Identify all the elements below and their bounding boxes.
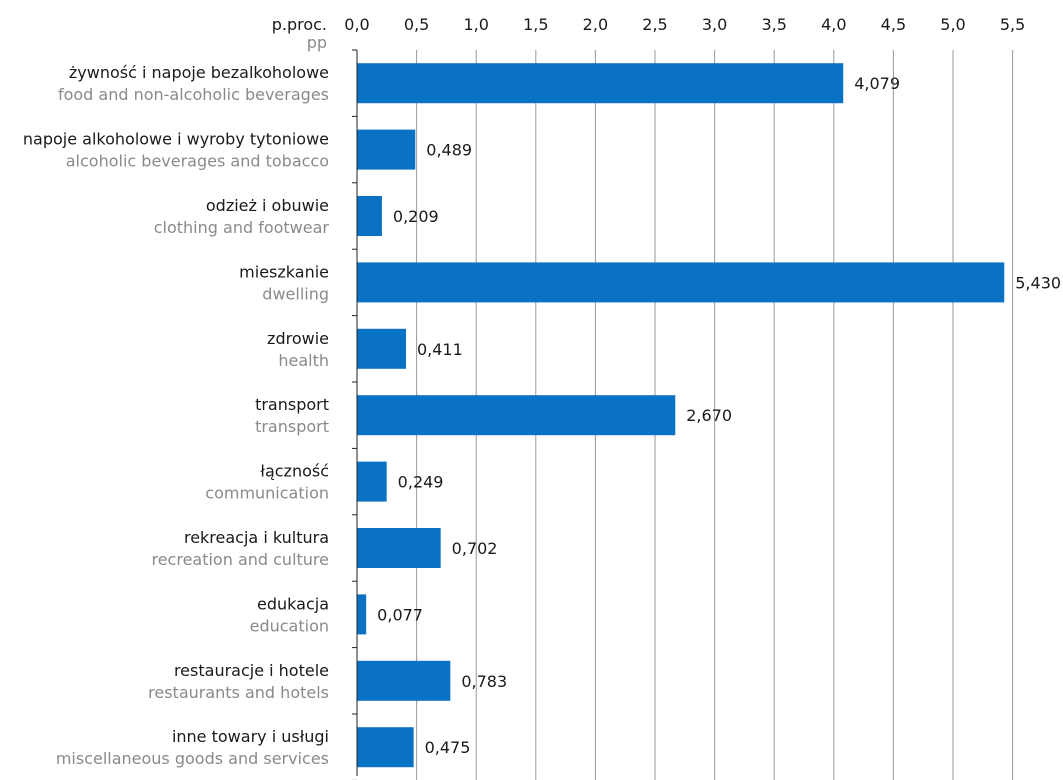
x-tick-label: 0,0 xyxy=(344,15,369,34)
x-axis-ticks: 0,0 0,5 1,0 1,5 2,0 2,5 3,0 3,5 4,0 4,5 5,0 5,5 xyxy=(344,15,1025,34)
data-label: 0,783 xyxy=(461,672,507,691)
category-label-en: alcoholic beverages and tobacco xyxy=(66,152,329,171)
x-tick-label: 2,0 xyxy=(583,15,608,34)
data-label: 4,079 xyxy=(854,74,900,93)
category-label: odzież i obuwie xyxy=(206,196,329,215)
bar xyxy=(357,328,406,369)
category-label-en: transport xyxy=(255,417,329,436)
category-label: mieszkanie xyxy=(239,262,329,281)
x-tick-label: 5,0 xyxy=(940,15,965,34)
data-label: 0,489 xyxy=(426,141,472,160)
x-tick-label: 5,5 xyxy=(1000,15,1025,34)
category-label-en: education xyxy=(250,616,329,635)
category-label: napoje alkoholowe i wyroby tytoniowe xyxy=(23,130,329,149)
bar xyxy=(357,63,844,104)
bar xyxy=(357,262,1005,303)
x-tick-label: 0,5 xyxy=(404,15,429,34)
category-label-en: recreation and culture xyxy=(151,550,329,569)
category-label-en: communication xyxy=(205,484,329,503)
x-tick-label: 3,0 xyxy=(702,15,727,34)
x-tick-label: 1,5 xyxy=(523,15,548,34)
data-label: 0,702 xyxy=(452,539,498,558)
data-label: 0,077 xyxy=(377,605,423,624)
data-label: 0,411 xyxy=(417,340,463,359)
bar xyxy=(357,727,414,768)
unit-label: p.proc. xyxy=(272,15,327,34)
category-label-en: food and non-alcoholic beverages xyxy=(58,85,329,104)
category-label: rekreacja i kultura xyxy=(184,528,329,547)
category-label-en: restaurants and hotels xyxy=(148,683,329,702)
x-tick-label: 1,0 xyxy=(463,15,488,34)
category-labels: żywność i napoje bezalkoholowe food and n… xyxy=(23,63,330,768)
x-tick-label: 2,5 xyxy=(642,15,667,34)
category-label: restauracje i hotele xyxy=(174,661,329,680)
bar xyxy=(357,660,451,701)
data-label: 0,209 xyxy=(393,207,439,226)
x-tick-label: 4,5 xyxy=(881,15,906,34)
bar xyxy=(357,461,387,502)
category-label-en: health xyxy=(278,351,329,370)
category-label: łączność xyxy=(260,462,329,481)
data-label: 0,475 xyxy=(425,738,471,757)
bar xyxy=(357,528,441,568)
data-label: 2,670 xyxy=(686,406,732,425)
data-label: 5,430 xyxy=(1015,273,1061,292)
unit-label-en: pp xyxy=(307,33,327,52)
category-label-en: miscellaneous goods and services xyxy=(56,749,329,768)
x-tick-label: 4,0 xyxy=(821,15,846,34)
category-label: edukacja xyxy=(257,594,329,613)
category-label: transport xyxy=(255,395,329,414)
bars: 4,079 0,489 0,209 5,430 0,411 2,670 0,249 0,702… xyxy=(357,63,1061,768)
bar xyxy=(357,594,367,635)
category-label: inne towary i usługi xyxy=(172,727,329,746)
category-label: zdrowie xyxy=(267,329,329,348)
data-label: 0,249 xyxy=(398,473,444,492)
bar xyxy=(357,129,416,170)
bar xyxy=(357,196,382,236)
category-label-en: clothing and footwear xyxy=(154,218,330,237)
category-label: żywność i napoje bezalkoholowe xyxy=(69,63,329,82)
bar xyxy=(357,395,676,436)
x-tick-label: 3,5 xyxy=(761,15,786,34)
category-label-en: dwelling xyxy=(262,284,329,303)
